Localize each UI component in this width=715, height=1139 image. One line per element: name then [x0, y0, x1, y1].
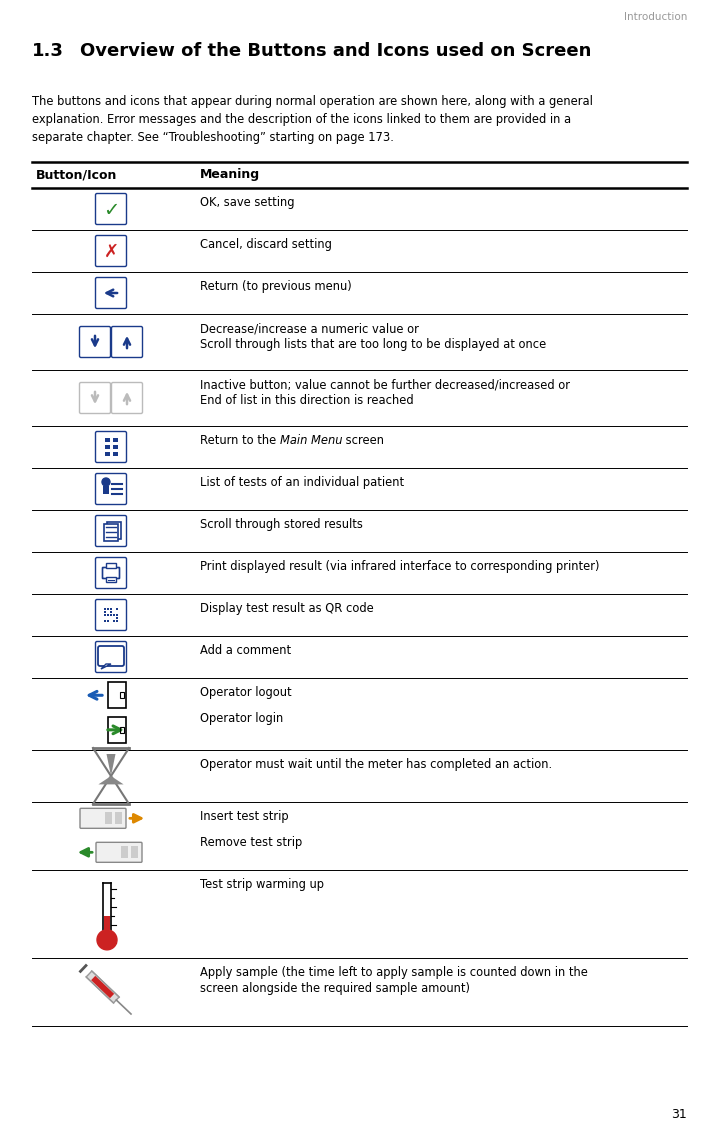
- Bar: [104, 614, 106, 616]
- FancyBboxPatch shape: [102, 567, 119, 579]
- Circle shape: [102, 478, 110, 486]
- Bar: [104, 524, 118, 541]
- Bar: [106, 577, 116, 582]
- Bar: [112, 445, 117, 449]
- Polygon shape: [91, 976, 114, 998]
- Text: Remove test strip: Remove test strip: [200, 836, 302, 849]
- Text: 31: 31: [671, 1108, 687, 1121]
- Bar: [112, 439, 117, 442]
- Bar: [104, 916, 110, 929]
- Text: Main Menu: Main Menu: [280, 434, 342, 446]
- Text: Operator must wait until the meter has completed an action.: Operator must wait until the meter has c…: [200, 757, 552, 771]
- Bar: [120, 727, 124, 732]
- Bar: [104, 611, 106, 613]
- Bar: [131, 846, 138, 859]
- FancyBboxPatch shape: [79, 383, 111, 413]
- Bar: [104, 452, 109, 456]
- Text: Operator login: Operator login: [200, 712, 283, 724]
- Bar: [116, 607, 118, 611]
- FancyBboxPatch shape: [96, 236, 127, 267]
- Text: Overview of the Buttons and Icons used on Screen: Overview of the Buttons and Icons used o…: [80, 42, 591, 60]
- FancyBboxPatch shape: [96, 516, 127, 547]
- Text: Print displayed result (via infrared interface to corresponding printer): Print displayed result (via infrared int…: [200, 560, 599, 573]
- Text: Scroll through lists that are too long to be displayed at once: Scroll through lists that are too long t…: [200, 338, 546, 351]
- Circle shape: [97, 929, 117, 950]
- Text: ✓: ✓: [103, 200, 119, 220]
- FancyBboxPatch shape: [96, 599, 127, 631]
- Polygon shape: [99, 776, 124, 785]
- FancyBboxPatch shape: [96, 641, 127, 672]
- Bar: [116, 614, 118, 616]
- Text: Add a comment: Add a comment: [200, 644, 291, 657]
- Bar: [107, 620, 109, 622]
- Text: Cancel, discard setting: Cancel, discard setting: [200, 238, 332, 251]
- FancyBboxPatch shape: [96, 432, 127, 462]
- Text: Introduction: Introduction: [623, 13, 687, 22]
- Text: Apply sample (the time left to apply sample is counted down in the: Apply sample (the time left to apply sam…: [200, 966, 588, 980]
- Text: screen alongside the required sample amount): screen alongside the required sample amo…: [200, 982, 470, 995]
- Text: Button/Icon: Button/Icon: [36, 167, 117, 181]
- FancyBboxPatch shape: [112, 327, 142, 358]
- Bar: [104, 445, 109, 449]
- Text: explanation. Error messages and the description of the icons linked to them are : explanation. Error messages and the desc…: [32, 113, 571, 126]
- Text: 1.3: 1.3: [32, 42, 64, 60]
- Bar: [104, 439, 109, 442]
- Text: Decrease/increase a numeric value or: Decrease/increase a numeric value or: [200, 322, 419, 335]
- FancyBboxPatch shape: [112, 383, 142, 413]
- Text: Test strip warming up: Test strip warming up: [200, 878, 324, 891]
- Text: List of tests of an individual patient: List of tests of an individual patient: [200, 476, 404, 489]
- Bar: [104, 620, 106, 622]
- Text: OK, save setting: OK, save setting: [200, 196, 295, 208]
- Text: End of list in this direction is reached: End of list in this direction is reached: [200, 394, 413, 407]
- FancyBboxPatch shape: [96, 278, 127, 309]
- FancyBboxPatch shape: [96, 843, 142, 862]
- Bar: [115, 812, 122, 825]
- Bar: [106, 563, 116, 568]
- Bar: [109, 614, 112, 616]
- Text: Operator logout: Operator logout: [200, 686, 292, 699]
- Bar: [120, 693, 124, 698]
- Text: ✗: ✗: [104, 243, 119, 261]
- Text: Meaning: Meaning: [200, 167, 260, 181]
- Text: Insert test strip: Insert test strip: [200, 810, 289, 823]
- Bar: [112, 614, 115, 616]
- Bar: [107, 614, 109, 616]
- Bar: [104, 607, 106, 611]
- Polygon shape: [107, 754, 116, 776]
- Text: screen: screen: [342, 434, 385, 446]
- Polygon shape: [101, 664, 111, 669]
- FancyBboxPatch shape: [96, 557, 127, 589]
- Bar: [122, 846, 128, 859]
- Bar: [112, 452, 117, 456]
- FancyBboxPatch shape: [98, 646, 124, 666]
- Bar: [109, 607, 112, 611]
- Text: Display test result as QR code: Display test result as QR code: [200, 603, 374, 615]
- FancyBboxPatch shape: [79, 327, 111, 358]
- Bar: [112, 620, 115, 622]
- FancyBboxPatch shape: [80, 809, 126, 828]
- Text: Return to the: Return to the: [200, 434, 280, 446]
- Bar: [109, 611, 112, 613]
- Bar: [108, 716, 126, 743]
- Bar: [116, 620, 118, 622]
- Bar: [107, 607, 109, 611]
- Text: separate chapter. See “Troubleshooting” starting on page 173.: separate chapter. See “Troubleshooting” …: [32, 131, 394, 144]
- FancyBboxPatch shape: [96, 474, 127, 505]
- FancyBboxPatch shape: [96, 194, 127, 224]
- Text: Scroll through stored results: Scroll through stored results: [200, 518, 363, 531]
- Polygon shape: [87, 972, 119, 1003]
- Text: Return (to previous menu): Return (to previous menu): [200, 280, 352, 293]
- Bar: [107, 522, 121, 539]
- Bar: [116, 616, 118, 618]
- Bar: [105, 812, 112, 825]
- Bar: [108, 682, 126, 708]
- Text: The buttons and icons that appear during normal operation are shown here, along : The buttons and icons that appear during…: [32, 95, 593, 108]
- Text: Inactive button; value cannot be further decreased/increased or: Inactive button; value cannot be further…: [200, 378, 570, 391]
- Bar: [103, 486, 109, 494]
